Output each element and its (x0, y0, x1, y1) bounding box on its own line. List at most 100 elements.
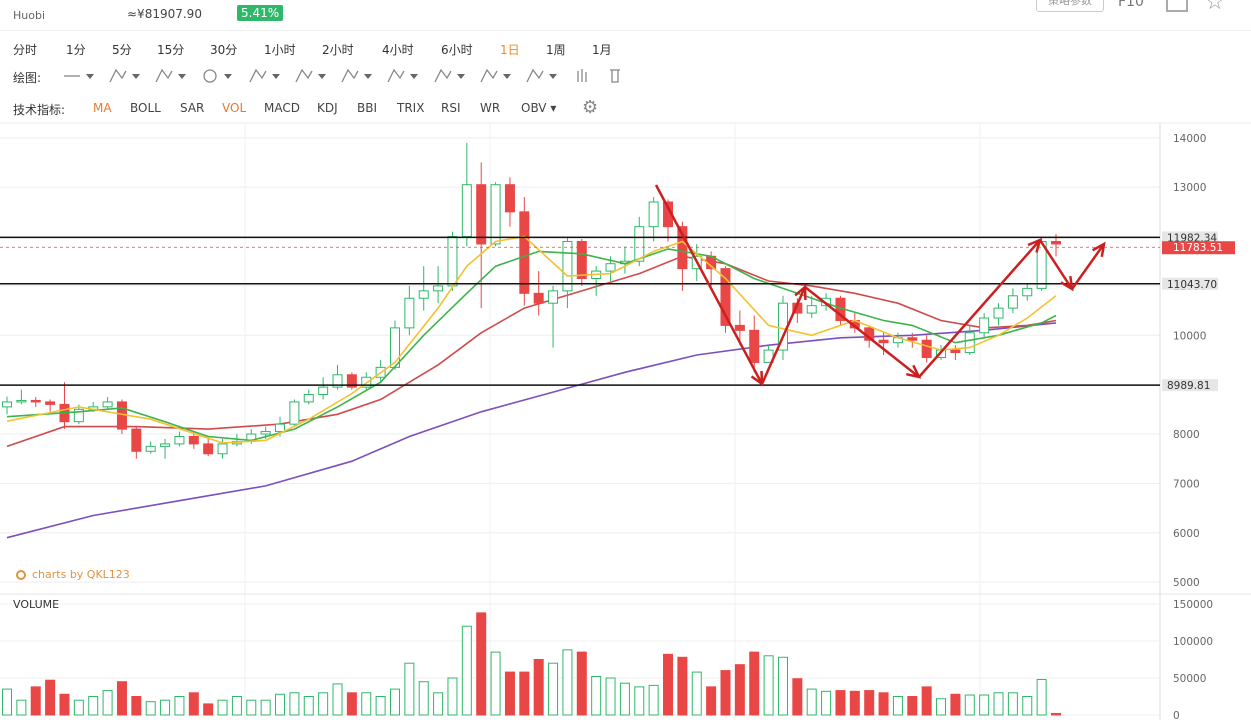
ma5-line (6, 235, 1057, 444)
volume-bar (116, 681, 127, 716)
volume-bar (1022, 696, 1033, 716)
candle (548, 285, 559, 348)
volume-bars (2, 612, 1061, 716)
timeframe-7[interactable]: 4小时 (382, 43, 414, 57)
volume-bar (749, 651, 760, 716)
drawing-label: 绘图: (13, 71, 42, 85)
volume-bar (605, 677, 616, 716)
qkl-logo-icon (16, 570, 26, 580)
annotation-zigzag-arrows (654, 184, 1106, 387)
timeframe-9[interactable]: 1日 (500, 43, 520, 57)
zigzag-tool-icon[interactable] (249, 68, 280, 83)
indicator-bbi[interactable]: BBI (357, 101, 378, 115)
timeframe-6[interactable]: 2小时 (322, 43, 354, 57)
candle (145, 441, 156, 454)
volume-bar (806, 688, 817, 716)
indicator-sar[interactable]: SAR (180, 101, 205, 115)
candle (734, 310, 745, 346)
candle (1022, 283, 1033, 301)
indicator-trix[interactable]: TRIX (397, 101, 425, 115)
volume-bar (418, 681, 429, 716)
drawing-toolbar: 绘图: (0, 61, 1251, 91)
volume-bar (131, 696, 142, 716)
gann-tool-dropdown-icon (410, 74, 418, 79)
indicator-boll[interactable]: BOLL (130, 101, 161, 115)
candle (203, 438, 214, 457)
favorite-star-icon[interactable]: ☆ (1205, 0, 1225, 15)
volume-bar (160, 699, 171, 716)
timeframe-1[interactable]: 1分 (66, 43, 86, 57)
indicator-wr[interactable]: WR (480, 101, 501, 115)
annotation-segment (654, 184, 764, 385)
volume-bar (389, 688, 400, 716)
share-icon[interactable] (1166, 0, 1188, 12)
volume-tick-label: 150000 (1173, 599, 1213, 611)
pattern-tool-dropdown-icon (318, 74, 326, 79)
pen-tool-icon[interactable] (109, 68, 140, 83)
volume-bar (16, 699, 27, 716)
timeframe-5[interactable]: 1小时 (264, 43, 296, 57)
indicator-rsi[interactable]: RSI (441, 101, 461, 115)
indicator-ma[interactable]: MA (93, 101, 112, 115)
volume-bar (691, 671, 702, 716)
volume-bar (318, 692, 329, 716)
candle (102, 396, 113, 410)
gear-icon[interactable]: ⚙ (582, 97, 599, 118)
volume-bar (720, 670, 731, 716)
volume-bar (2, 688, 12, 716)
gann-tool-icon[interactable] (387, 68, 418, 83)
candle (433, 266, 444, 304)
indicator-kdj[interactable]: KDJ (317, 101, 338, 115)
arrowhead (1092, 241, 1106, 258)
last-price-label-bg (1162, 241, 1235, 255)
timeframe-2[interactable]: 5分 (112, 43, 132, 57)
volume-bar (217, 699, 228, 716)
comment-tool-icon[interactable] (526, 68, 557, 83)
circle-tool-icon[interactable] (203, 69, 232, 83)
y-tick-label: 8000 (1173, 429, 1200, 441)
candle (648, 197, 659, 242)
timeframe-0[interactable]: 分时 (13, 43, 38, 57)
indicator-vol[interactable]: VOL (222, 101, 247, 115)
candle (519, 197, 530, 306)
volume-bar (490, 651, 501, 716)
strategy-params-button[interactable]: 策略参数 (1036, 0, 1104, 12)
price-grid (0, 123, 1160, 720)
trash-icon[interactable] (610, 69, 620, 83)
arrow-tool-icon[interactable] (434, 68, 465, 83)
zigzag-tool-dropdown-icon (272, 74, 280, 79)
volume-bar (1007, 692, 1018, 716)
timeframe-4[interactable]: 30分 (210, 43, 238, 57)
volume-bar (734, 664, 745, 716)
volume-bar (289, 692, 300, 716)
f10-button[interactable]: F10 (1118, 0, 1144, 10)
y-tick-label: 14000 (1173, 133, 1206, 145)
volume-bar (519, 671, 530, 716)
candle (418, 266, 429, 311)
timeframe-10[interactable]: 1周 (546, 43, 566, 57)
indicator-macd[interactable]: MACD (264, 101, 300, 115)
pattern-tool-icon[interactable] (295, 68, 326, 83)
watermark-text: charts by QKL123 (32, 568, 130, 581)
level-label: 11043.70 (1167, 279, 1217, 291)
volume-bar (964, 694, 975, 716)
pen-tool-dropdown-icon (132, 74, 140, 79)
bars-tool-icon[interactable] (577, 69, 587, 82)
timeframe-11[interactable]: 1月 (592, 43, 612, 57)
volume-bar (45, 679, 56, 716)
candle (16, 389, 27, 405)
volume-bar (792, 678, 803, 716)
measure-tool-icon[interactable] (480, 68, 511, 83)
channel-tool-icon[interactable] (155, 68, 186, 83)
line-tool-icon[interactable] (64, 74, 94, 79)
volume-bar (706, 686, 717, 716)
candle (160, 438, 171, 459)
timeframe-8[interactable]: 6小时 (441, 43, 473, 57)
volume-bar (993, 692, 1004, 716)
volume-bar (188, 692, 199, 716)
volume-bar (332, 683, 343, 716)
indicator-obv[interactable]: OBV ▾ (521, 101, 557, 115)
fib-tool-icon[interactable] (341, 68, 372, 83)
timeframe-3[interactable]: 15分 (157, 43, 185, 57)
volume-bar (1036, 678, 1047, 716)
